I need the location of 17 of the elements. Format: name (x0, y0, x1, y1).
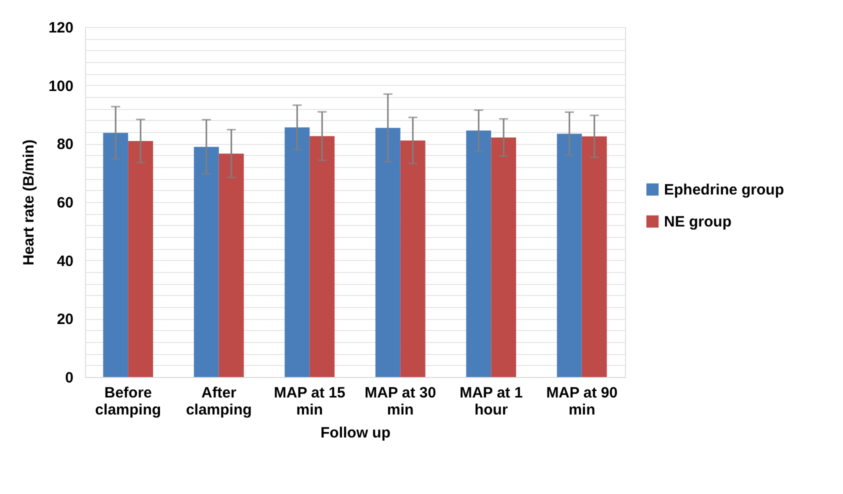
legend-label: Ephedrine group (664, 182, 784, 198)
y-tick-label: 100 (48, 78, 74, 95)
x-tick-label: MAP at 1 hour (460, 384, 523, 418)
x-tick-label: MAP at 30 min (364, 384, 436, 418)
y-tick-label: 120 (48, 20, 74, 36)
y-tick-label: 0 (65, 370, 74, 386)
x-tick-label: MAP at 15 min (274, 384, 346, 418)
x-tick-label: Before clamping (95, 384, 162, 418)
y-tick-label: 80 (56, 136, 74, 154)
y-tick-label: 20 (56, 311, 74, 328)
x-tick-label: After clamping (186, 384, 252, 418)
legend-label: NE group (664, 214, 732, 230)
x-axis-title: Follow up (320, 424, 390, 442)
x-tick-label: MAP at 90 min (546, 384, 618, 418)
y-tick-label: 60 (56, 194, 74, 212)
y-tick-label: 40 (56, 252, 74, 270)
y-axis-title: Heart rate (B/min) (20, 140, 38, 266)
